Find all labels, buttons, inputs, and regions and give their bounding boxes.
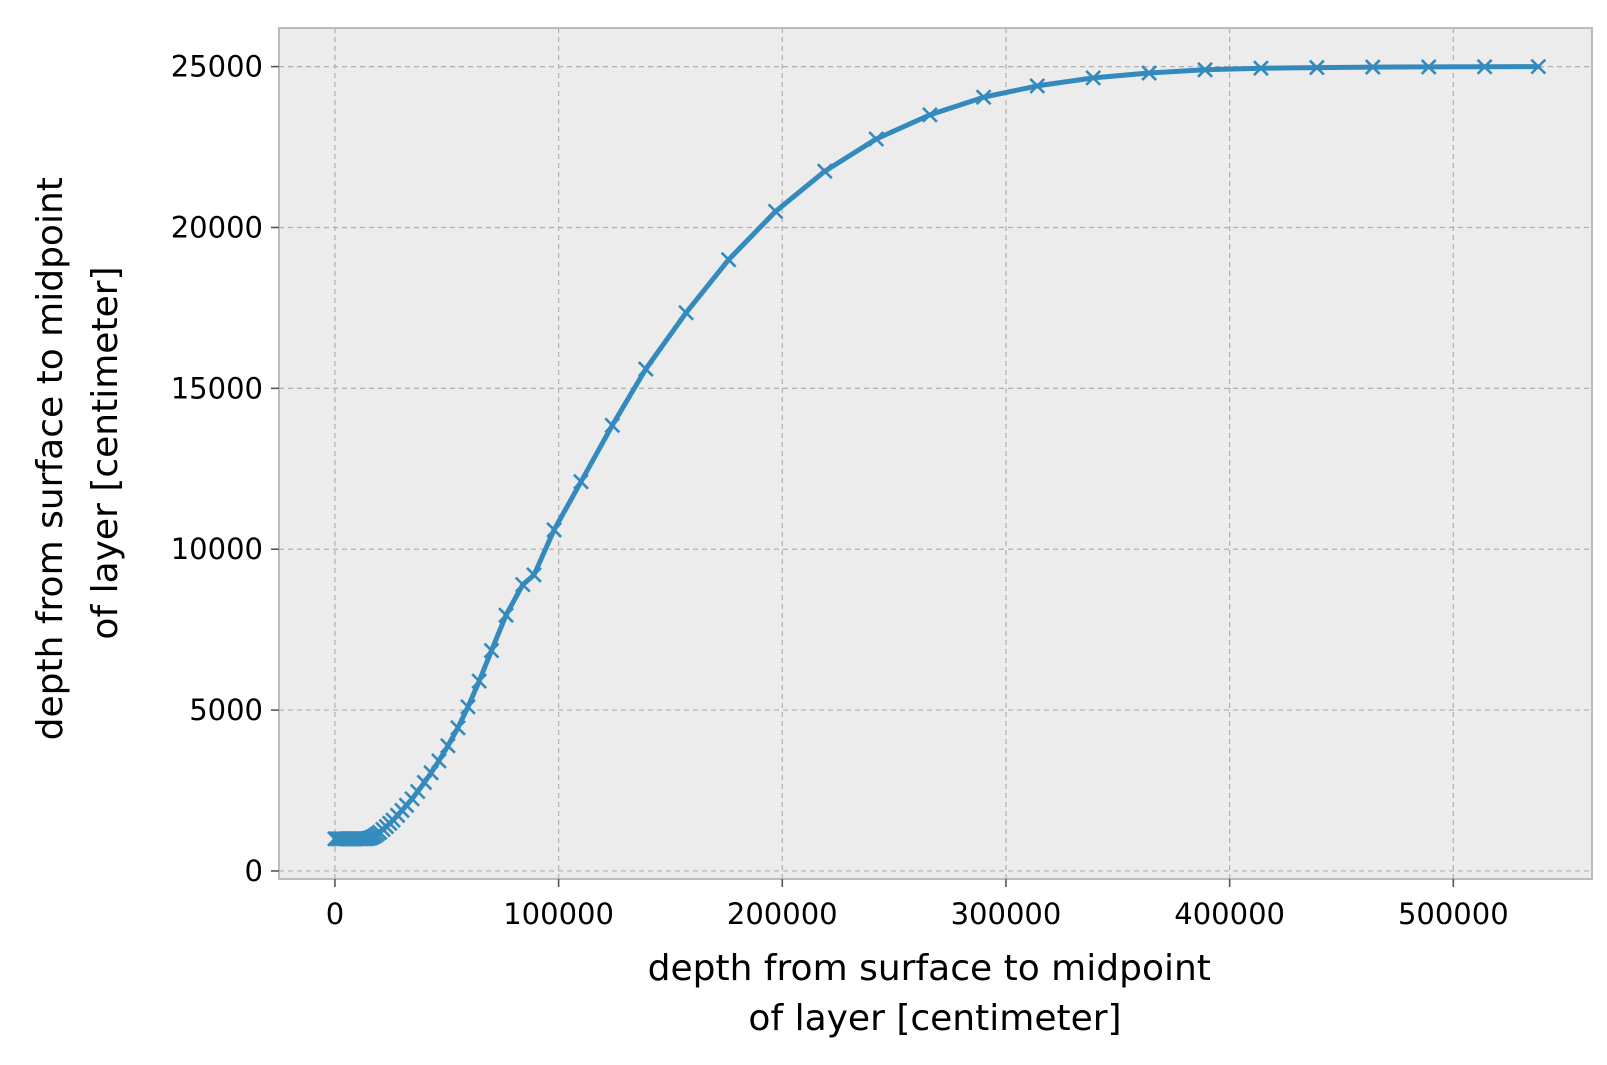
y-axis-title-line-2: of layer [centimeter] (85, 266, 126, 639)
data-point-marker (546, 521, 563, 538)
data-point-marker (423, 764, 440, 781)
data-point-marker (439, 737, 456, 754)
x-axis-title: depth from surface to midpoint of layer … (648, 948, 1223, 1039)
data-series (327, 58, 1547, 847)
data-point-marker (1364, 59, 1381, 76)
data-point-marker (868, 131, 885, 147)
x-axis-title-line-2: of layer [centimeter] (748, 998, 1121, 1039)
y-tick-label: 5000 (189, 693, 263, 727)
data-point-marker (1476, 58, 1493, 75)
data-point-marker (450, 719, 466, 736)
data-point-marker (416, 774, 433, 791)
grid-lines (279, 28, 1592, 879)
data-point-marker (1308, 59, 1325, 76)
data-point-marker (637, 361, 654, 377)
y-axis-title: depth from surface to midpoint of layer … (30, 166, 126, 741)
plot-frame (278, 27, 1593, 880)
x-tick-label: 300000 (951, 897, 1062, 931)
data-point-marker (1530, 58, 1547, 75)
data-point-marker (1420, 59, 1437, 75)
y-tick-label: 0 (245, 854, 263, 888)
data-point-marker (604, 417, 621, 434)
data-point-marker (1141, 65, 1158, 81)
plot-background (279, 28, 1592, 879)
data-point-marker (921, 106, 938, 123)
data-point-marker (409, 783, 426, 800)
data-point-marker (767, 203, 784, 220)
axis-ticks: 0 100000 200000 300000 400000 500000 0 5000 1000… (171, 50, 1509, 931)
data-point-marker (483, 642, 500, 659)
data-point-marker (816, 163, 833, 180)
y-tick-label: 25000 (171, 50, 263, 84)
data-point-marker (431, 753, 447, 769)
data-point-marker (1085, 69, 1102, 86)
data-point-marker (471, 673, 488, 690)
y-tick-label: 10000 (171, 532, 263, 566)
x-tick-label: 0 (326, 897, 344, 931)
data-point-marker (526, 567, 542, 583)
data-point-marker (720, 251, 737, 268)
data-point-marker (678, 304, 695, 321)
x-tick-label: 400000 (1174, 897, 1285, 931)
data-point-marker (460, 698, 476, 715)
y-tick-label: 15000 (171, 371, 263, 405)
y-axis-title-line-1: depth from surface to midpoint (30, 177, 71, 740)
y-tick-label: 20000 (171, 210, 263, 244)
data-point-marker (1029, 77, 1046, 94)
x-tick-label: 200000 (727, 897, 838, 931)
data-point-marker (1253, 60, 1269, 77)
x-axis-title-line-1: depth from surface to midpoint (648, 948, 1211, 989)
data-point-marker (573, 473, 589, 490)
x-tick-label: 500000 (1398, 897, 1509, 931)
data-point-marker (1197, 61, 1213, 78)
data-point-marker (975, 89, 992, 106)
x-tick-label: 100000 (503, 897, 614, 931)
data-point-marker (498, 607, 514, 624)
